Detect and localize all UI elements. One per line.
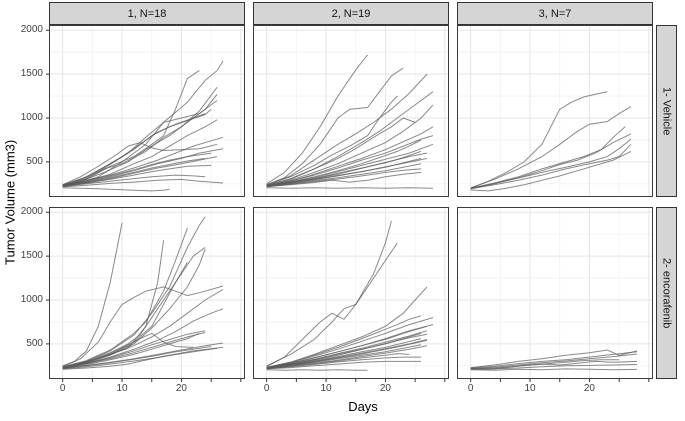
x-tick-label: 20 <box>373 383 397 395</box>
tumor-growth-line <box>63 286 223 367</box>
y-tick-label: 1500 <box>21 68 43 80</box>
y-tick-label: 1000 <box>21 294 43 306</box>
x-tick-label: 10 <box>110 383 134 395</box>
faceted-line-chart: 1, N=18 2, N=19 3, N=7 1- Vehicle 2- enc… <box>5 2 681 418</box>
y-tick-label: 500 <box>26 338 43 350</box>
y-tick-label: 500 <box>26 156 43 168</box>
x-tick-label: 10 <box>314 383 338 395</box>
facet-row-label: 2- encorafenib <box>661 258 673 328</box>
facet-row-strip-encorafenib: 2- encorafenib <box>656 207 677 379</box>
facet-panel-vehicle-group2 <box>253 25 449 197</box>
x-axis-title: Days <box>5 398 677 418</box>
tumor-growth-line <box>63 290 223 368</box>
facet-panel-vehicle-group3 <box>457 25 653 197</box>
x-tick-label: 20 <box>169 383 193 395</box>
facet-column-label: 1, N=18 <box>128 8 167 20</box>
y-tick-label: 2000 <box>21 206 43 218</box>
facet-column-label: 2, N=19 <box>332 8 371 20</box>
facet-panel-encorafenib-group2 <box>253 207 449 379</box>
x-axis-labels-col2: 0 10 20 <box>253 379 449 398</box>
x-tick-label: 0 <box>51 383 75 395</box>
facet-panel-encorafenib-group3 <box>457 207 653 379</box>
tumor-growth-line <box>63 188 170 191</box>
y-tick-label: 1500 <box>21 250 43 262</box>
y-axis-title: Tumor Volume (mm3) <box>2 25 18 379</box>
tumor-growth-line <box>471 107 631 188</box>
x-axis-labels-col1: 0 10 20 <box>49 379 245 398</box>
tumor-growth-line <box>471 134 631 189</box>
facet-column-strip-1: 1, N=18 <box>49 2 245 25</box>
x-axis-labels-col3: 0 10 20 <box>457 379 653 398</box>
facet-column-label: 3, N=7 <box>539 8 572 20</box>
facet-panel-vehicle-group1 <box>49 25 245 197</box>
facet-row-label: 1- Vehicle <box>661 87 673 135</box>
x-tick-label: 0 <box>255 383 279 395</box>
facet-column-strip-2: 2, N=19 <box>253 2 449 25</box>
y-tick-label: 1000 <box>21 112 43 124</box>
facet-panel-encorafenib-group1 <box>49 207 245 379</box>
y-axis: Tumor Volume (mm3) 500 1000 1500 2000 500 100… <box>5 25 49 379</box>
facet-column-strip-3: 3, N=7 <box>457 2 653 25</box>
tumor-growth-line <box>63 309 223 368</box>
y-tick-label: 2000 <box>21 24 43 36</box>
x-tick-label: 0 <box>459 383 483 395</box>
x-tick-label: 10 <box>518 383 542 395</box>
x-tick-label: 20 <box>577 383 601 395</box>
facet-row-strip-vehicle: 1- Vehicle <box>656 25 677 197</box>
